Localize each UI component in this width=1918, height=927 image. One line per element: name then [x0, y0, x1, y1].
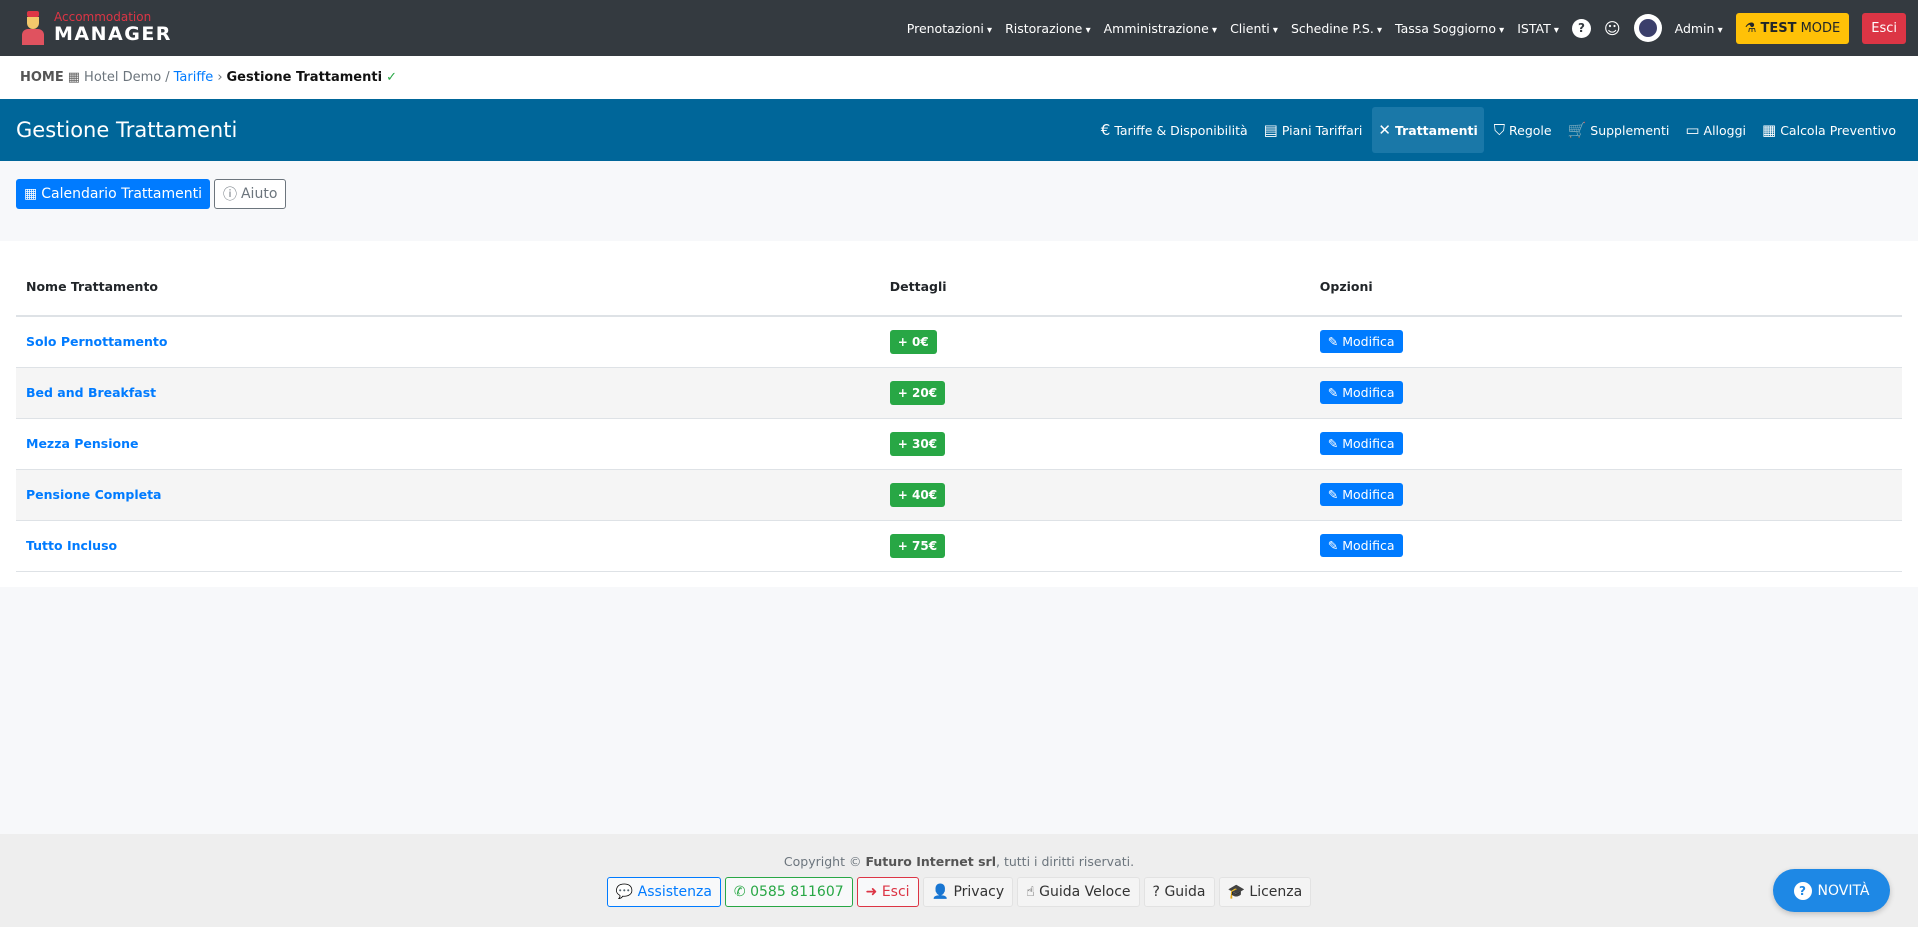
breadcrumb: HOME ▦ Hotel Demo / Tariffe › Gestione T… [0, 56, 1918, 99]
treatment-name-link[interactable]: Solo Pernottamento [26, 334, 168, 350]
price-badge: + 75€ [889, 533, 946, 558]
calculator-icon: ▦ [1762, 121, 1777, 139]
pencil-icon: ✎ [1327, 385, 1339, 400]
col-header-options: Opzioni [1309, 257, 1902, 317]
info-icon: ⓘ [222, 187, 237, 203]
tab-supplementi[interactable]: 🛒 Supplementi [1567, 121, 1670, 139]
shield-icon: ⛉ [1493, 121, 1506, 139]
tab-tariffe-disponibilit-[interactable]: € Tariffe & Disponibilità [1100, 121, 1248, 139]
pencil-icon: ✎ [1327, 436, 1339, 451]
menu-tassa-soggiorno[interactable]: Tassa Soggiorno [1395, 21, 1504, 36]
price-badge: + 20€ [889, 380, 946, 405]
novita-button[interactable]: ? NOVITÀ [1773, 869, 1890, 912]
table-row: Bed and Breakfast + 20€ ✎ Modifica [16, 367, 1902, 419]
edit-button[interactable]: ✎ Modifica [1319, 483, 1403, 506]
flask-icon: ⚗ [1744, 20, 1757, 36]
menu-ristorazione[interactable]: Ristorazione [1005, 21, 1091, 36]
calendar-icon: ▦ [24, 186, 38, 202]
calendar-treatments-button[interactable]: ▦ Calendario Trattamenti [16, 179, 210, 209]
user-menu[interactable]: Admin [1675, 21, 1723, 36]
menu-prenotazioni[interactable]: Prenotazioni [907, 21, 992, 36]
tab-trattamenti[interactable]: ✕ Trattamenti [1372, 107, 1484, 153]
edit-button[interactable]: ✎ Modifica [1319, 381, 1403, 404]
price-badge: + 40€ [889, 482, 946, 507]
page-title: Gestione Trattamenti [16, 118, 238, 142]
logout-button[interactable]: Esci [1862, 12, 1906, 44]
utensils-icon: ✕ [1378, 121, 1391, 139]
tab-piani-tariffari[interactable]: ▤ Piani Tariffari [1263, 121, 1363, 139]
calendar-icon: ▤ [1263, 121, 1278, 139]
table-row: Tutto Incluso + 75€ ✎ Modifica [16, 520, 1902, 572]
menu-istat[interactable]: ISTAT [1517, 21, 1559, 36]
footer: Copyright © Futuro Internet srl, tutti i… [0, 834, 1918, 927]
pencil-icon: ✎ [1327, 334, 1339, 350]
hotel-icon: ▦ [67, 70, 81, 85]
brand-line1: Accommodation [54, 10, 152, 24]
edit-button[interactable]: ✎ Modifica [1319, 330, 1403, 354]
privacy-button[interactable]: 👤 Privacy [922, 877, 1014, 907]
price-badge: + 0€ [889, 329, 937, 354]
brand-line2: MANAGER [54, 23, 172, 45]
table-row: Mezza Pensione + 30€ ✎ Modifica [16, 418, 1902, 470]
pencil-icon: ✎ [1327, 487, 1339, 502]
page-header: Gestione Trattamenti € Tariffe & Disponib… [0, 99, 1918, 161]
support-agent-icon[interactable]: ☺ [1603, 18, 1621, 38]
menu-amministrazione[interactable]: Amministrazione [1104, 21, 1217, 36]
treatment-name-link[interactable]: Mezza Pensione [26, 436, 139, 451]
price-badge: + 30€ [889, 431, 946, 456]
assistenza-button[interactable]: 💬 Assistenza [606, 877, 721, 907]
check-icon: ✓ [386, 70, 397, 85]
euro-icon: € [1100, 121, 1111, 139]
table-row: Solo Pernottamento + 0€ ✎ Modifica [16, 316, 1902, 368]
cart-icon: 🛒 [1567, 121, 1587, 139]
bellboy-logo-icon [20, 11, 46, 45]
breadcrumb-hotel: Hotel Demo [84, 70, 162, 85]
tab-alloggi[interactable]: ▭ Alloggi [1685, 121, 1747, 139]
bed-icon: ▭ [1685, 121, 1700, 139]
treatment-name-link[interactable]: Bed and Breakfast [26, 385, 157, 400]
footer-logout-button[interactable]: ➜ Esci [856, 877, 919, 907]
test-mode-button[interactable]: ⚗ TEST MODE [1735, 12, 1850, 44]
breadcrumb-current: Gestione Trattamenti [226, 70, 383, 85]
menu-schedine[interactable]: Schedine P.S. [1291, 21, 1382, 36]
edit-button[interactable]: ✎ Modifica [1319, 534, 1403, 557]
question-icon: ? [1793, 881, 1812, 900]
col-header-details: Dettagli [879, 257, 1310, 317]
logo[interactable]: Accommodation MANAGER [20, 11, 172, 45]
guide-button[interactable]: ? Guida [1143, 877, 1215, 907]
treatments-table: Nome Trattamento Dettagli Opzioni Solo P… [16, 257, 1902, 572]
treatment-name-link[interactable]: Tutto Incluso [26, 538, 118, 553]
tab-calcola-preventivo[interactable]: ▦ Calcola Preventivo [1762, 121, 1896, 139]
avatar[interactable] [1633, 14, 1662, 42]
table-row: Pensione Completa + 40€ ✎ Modifica [16, 469, 1902, 521]
quick-guide-button[interactable]: ☝ Guida Veloce [1017, 877, 1140, 907]
license-button[interactable]: 🎓 Licenza [1218, 877, 1312, 907]
help-icon[interactable]: ? [1571, 18, 1591, 38]
tab-regole[interactable]: ⛉ Regole [1493, 121, 1552, 139]
pencil-icon: ✎ [1327, 538, 1339, 553]
edit-button[interactable]: ✎ Modifica [1319, 432, 1403, 455]
phone-button[interactable]: ✆ 0585 811607 [724, 877, 853, 907]
breadcrumb-separator: / [165, 70, 170, 85]
copyright: Copyright © Futuro Internet srl, tutti i… [783, 854, 1135, 869]
menu-clienti[interactable]: Clienti [1230, 21, 1278, 36]
breadcrumb-tariffe[interactable]: Tariffe [173, 70, 214, 85]
treatments-card: Nome Trattamento Dettagli Opzioni Solo P… [0, 241, 1918, 587]
col-header-name: Nome Trattamento [16, 257, 880, 317]
help-button[interactable]: ⓘ Aiuto [213, 179, 287, 209]
breadcrumb-separator: › [217, 70, 223, 85]
treatment-name-link[interactable]: Pensione Completa [26, 487, 162, 502]
breadcrumb-home[interactable]: HOME [20, 70, 64, 85]
